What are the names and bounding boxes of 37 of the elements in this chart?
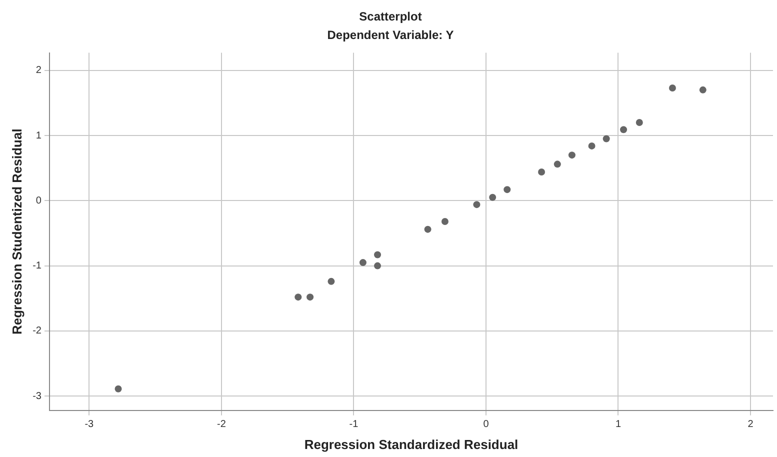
y-tick-label: -1 (32, 260, 42, 272)
point (538, 168, 546, 176)
point (699, 86, 706, 94)
x-tick-label: -1 (349, 419, 359, 430)
point (374, 251, 382, 258)
point (359, 259, 366, 266)
point (568, 152, 576, 159)
point (489, 194, 496, 201)
point (306, 294, 314, 301)
x-tick-label: 0 (483, 419, 490, 430)
chart-title: Scatterplot (359, 10, 422, 24)
point (294, 294, 302, 301)
x-axis-title: Regression Standardized Residual (304, 436, 518, 452)
point (114, 385, 122, 392)
point (602, 135, 610, 142)
y-tick-label: 2 (36, 65, 42, 76)
point (588, 142, 596, 150)
x-tick-label: 1 (615, 419, 622, 430)
point (504, 186, 511, 194)
x-tick-label: -3 (84, 419, 94, 430)
x-tick-label: -2 (216, 419, 226, 430)
point (374, 262, 382, 270)
point (441, 218, 448, 226)
point (328, 278, 335, 285)
point (424, 226, 432, 233)
y-tick-label: 1 (36, 130, 42, 142)
y-tick-label: 0 (36, 195, 42, 206)
x-tick-label: 2 (748, 419, 754, 430)
y-tick-label: -3 (32, 390, 42, 402)
point (554, 160, 561, 168)
point (473, 201, 480, 208)
y-tick-label: -2 (32, 326, 42, 337)
point (636, 118, 643, 126)
y-axis-title: Regression Studentized Residual (9, 128, 24, 335)
point (668, 84, 676, 92)
chart-subtitle: Dependent Variable: Y (327, 28, 454, 42)
point (620, 126, 628, 134)
